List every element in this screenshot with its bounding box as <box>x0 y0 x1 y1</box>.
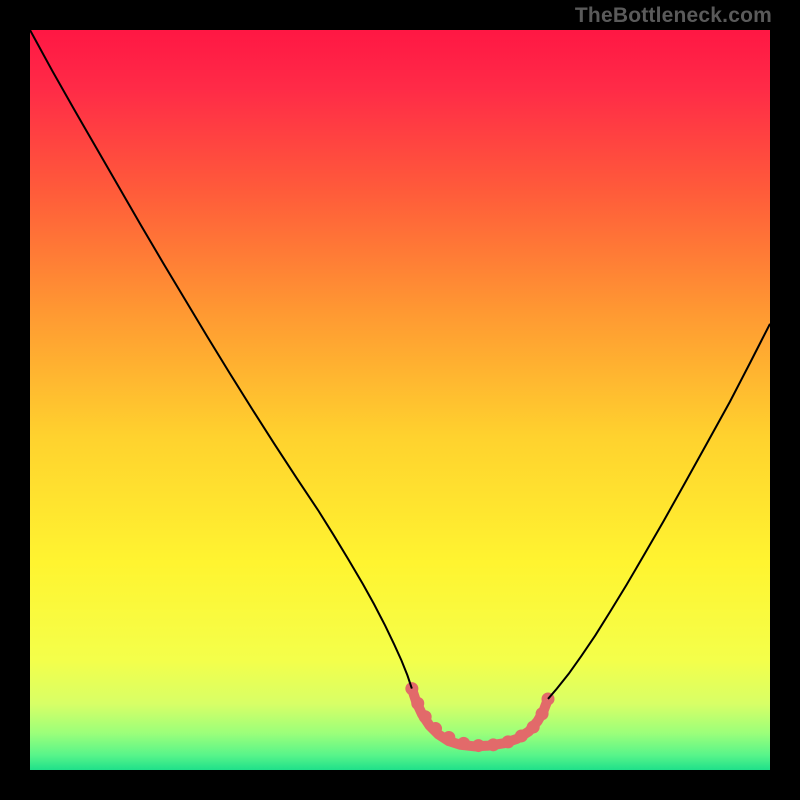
valley-dot <box>442 731 455 744</box>
valley-dot <box>487 738 500 751</box>
valley-dot <box>411 697 424 710</box>
valley-dot <box>429 722 442 735</box>
valley-dot <box>515 729 528 742</box>
chart-frame: TheBottleneck.com <box>0 0 800 800</box>
valley-dot <box>527 721 540 734</box>
plot-area <box>30 30 770 770</box>
valley-dot <box>457 737 470 750</box>
valley-dot <box>536 707 549 720</box>
valley-dot <box>419 710 432 723</box>
watermark-text: TheBottleneck.com <box>575 4 772 28</box>
valley-dot <box>472 739 485 752</box>
bottleneck-curve-chart <box>30 30 770 770</box>
valley-dot <box>502 735 515 748</box>
